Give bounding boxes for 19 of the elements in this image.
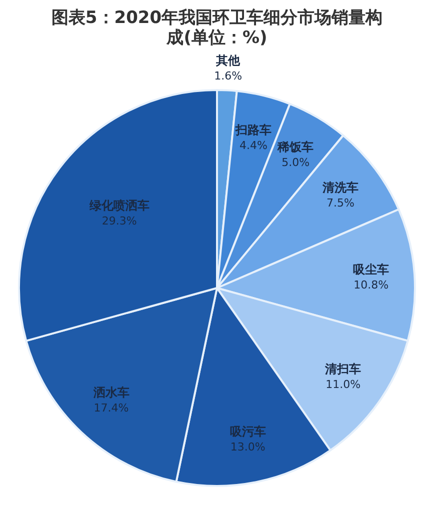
data-label: 1.6% <box>214 69 242 82</box>
data-label: 5.0% <box>282 156 310 170</box>
data-label: 17.4% <box>94 402 129 415</box>
slice-label: 其他 <box>215 53 242 68</box>
chart-title: 图表5：2020年我国环卫车细分市场销量构成(单位：%) <box>50 8 384 48</box>
data-label: 10.8% <box>354 278 389 292</box>
data-label: 11.0% <box>326 378 361 392</box>
data-label: 4.4% <box>240 138 268 152</box>
slice-label: 绿化喷洒车 <box>88 198 150 213</box>
slice-label: 清扫车 <box>324 362 362 376</box>
data-label: 13.0% <box>230 440 266 454</box>
slice-label: 稀饭车 <box>276 140 314 154</box>
slice-label: 吸尘车 <box>353 262 390 276</box>
slice-label: 洒水车 <box>92 386 130 400</box>
slice-label: 扫路车 <box>234 122 272 137</box>
data-label: 7.5% <box>326 196 354 210</box>
data-label: 29.3% <box>102 214 137 228</box>
slice-label: 吸污车 <box>230 424 266 438</box>
slice-label: 清洗车 <box>322 180 359 194</box>
